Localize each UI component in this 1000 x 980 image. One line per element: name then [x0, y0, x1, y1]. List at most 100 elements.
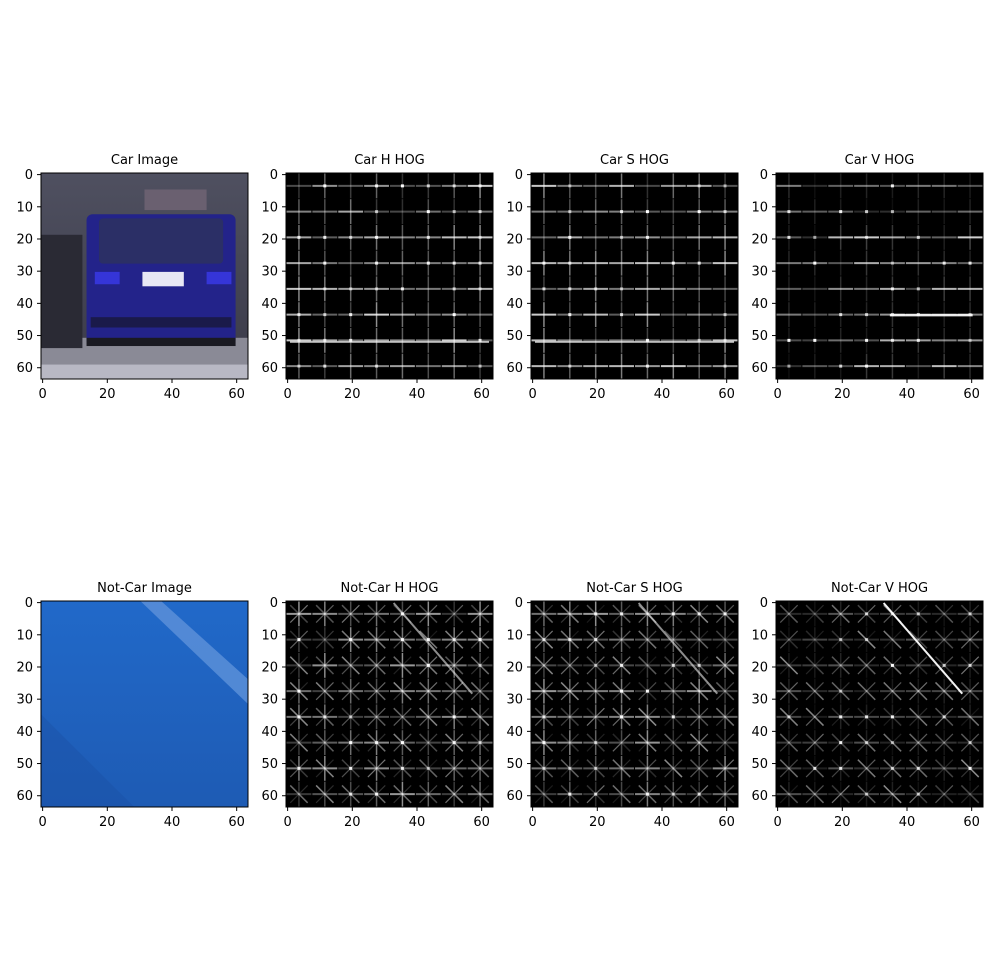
axes-frame — [285, 600, 494, 808]
y-tick-label: 0 — [270, 168, 278, 183]
y-tick-label: 50 — [261, 329, 278, 344]
subplot-notcar-image: Not-Car Image 0 20 40 60 0 10 20 30 40 50 60 — [16, 581, 249, 830]
y-tick-label: 50 — [261, 757, 278, 772]
y-tick-label: 50 — [16, 329, 33, 344]
y-tick-label: 60 — [16, 361, 33, 376]
y-tick-label: 10 — [261, 200, 278, 215]
y-tick-label: 10 — [751, 200, 768, 215]
y-tick-label: 60 — [751, 361, 768, 376]
x-tick-label: 0 — [773, 387, 781, 402]
subplot-notcar-h-hog: Not-Car H HOG 0 20 40 60 0 10 20 30 40 50 60 — [261, 581, 494, 830]
y-tick-label: 10 — [506, 200, 523, 215]
y-tick-label: 30 — [16, 265, 33, 280]
y-tick-label: 60 — [506, 789, 523, 804]
x-tick-label: 20 — [834, 387, 851, 402]
y-tick-label: 60 — [751, 789, 768, 804]
y-tick-label: 20 — [261, 232, 278, 247]
x-tick-label: 20 — [589, 387, 606, 402]
axes-frame — [775, 172, 984, 380]
y-tick-label: 50 — [506, 329, 523, 344]
notcar-image-heatmap — [41, 601, 248, 807]
x-tick-label: 20 — [99, 387, 116, 402]
y-tick-label: 20 — [506, 232, 523, 247]
car-s-hog-heatmap — [531, 173, 738, 379]
axes-frame — [530, 172, 739, 380]
y-tick-label: 30 — [506, 265, 523, 280]
y-tick-label: 0 — [760, 168, 768, 183]
y-tick-label: 0 — [515, 168, 523, 183]
subplot-car-s-hog: Car S HOG 0 20 40 60 0 10 20 30 40 50 60 — [506, 153, 739, 402]
y-tick-label: 0 — [25, 596, 33, 611]
subplot-title: Car V HOG — [845, 153, 915, 168]
subplot-title: Not-Car V HOG — [831, 581, 928, 596]
y-tick-label: 0 — [760, 596, 768, 611]
x-tick-label: 40 — [409, 815, 426, 830]
x-tick-label: 60 — [963, 387, 980, 402]
x-tick-label: 0 — [283, 387, 291, 402]
y-tick-label: 50 — [751, 757, 768, 772]
y-tick-label: 40 — [261, 725, 278, 740]
subplot-title: Car H HOG — [354, 153, 425, 168]
y-tick-label: 30 — [751, 693, 768, 708]
x-tick-label: 60 — [228, 815, 245, 830]
notcar-h-hog-heatmap — [286, 601, 493, 807]
x-tick-label: 60 — [963, 815, 980, 830]
y-tick-label: 20 — [261, 660, 278, 675]
axes-frame — [40, 600, 249, 808]
x-tick-label: 60 — [228, 387, 245, 402]
y-tick-label: 20 — [16, 232, 33, 247]
y-tick-label: 30 — [751, 265, 768, 280]
y-tick-label: 40 — [16, 297, 33, 312]
axes-frame — [530, 600, 739, 808]
x-tick-label: 0 — [773, 815, 781, 830]
y-tick-label: 40 — [506, 725, 523, 740]
x-tick-label: 40 — [164, 387, 181, 402]
x-tick-label: 20 — [344, 387, 361, 402]
x-tick-label: 20 — [834, 815, 851, 830]
y-tick-label: 10 — [16, 628, 33, 643]
y-tick-label: 30 — [261, 693, 278, 708]
subplot-title: Not-Car H HOG — [341, 581, 439, 596]
y-tick-label: 0 — [515, 596, 523, 611]
subplot-title: Not-Car S HOG — [586, 581, 682, 596]
y-tick-label: 30 — [506, 693, 523, 708]
subplot-car-image: Car Image 0 20 40 60 0 10 20 30 40 50 60 — [16, 153, 249, 402]
axes-frame — [40, 172, 249, 380]
x-tick-label: 0 — [38, 387, 46, 402]
x-tick-label: 60 — [718, 815, 735, 830]
x-tick-label: 40 — [899, 815, 916, 830]
y-tick-label: 40 — [751, 725, 768, 740]
axes-frame — [775, 600, 984, 808]
car-v-hog-heatmap — [776, 173, 983, 379]
x-tick-label: 0 — [528, 815, 536, 830]
y-tick-label: 0 — [25, 168, 33, 183]
y-tick-label: 60 — [506, 361, 523, 376]
y-tick-label: 40 — [261, 297, 278, 312]
y-tick-label: 10 — [506, 628, 523, 643]
y-tick-label: 60 — [261, 789, 278, 804]
y-tick-label: 30 — [16, 693, 33, 708]
x-tick-label: 20 — [99, 815, 116, 830]
y-tick-label: 60 — [261, 361, 278, 376]
x-tick-label: 40 — [899, 387, 916, 402]
axes-frame — [285, 172, 494, 380]
x-tick-label: 40 — [164, 815, 181, 830]
subplot-notcar-s-hog: Not-Car S HOG 0 20 40 60 0 10 20 30 40 50 60 — [506, 581, 739, 830]
y-tick-label: 10 — [261, 628, 278, 643]
y-tick-label: 40 — [506, 297, 523, 312]
x-tick-label: 0 — [38, 815, 46, 830]
y-tick-label: 40 — [16, 725, 33, 740]
subplot-title: Car S HOG — [600, 153, 669, 168]
y-tick-label: 10 — [751, 628, 768, 643]
x-tick-label: 60 — [473, 815, 490, 830]
y-tick-label: 60 — [16, 789, 33, 804]
x-tick-label: 60 — [718, 387, 735, 402]
y-tick-label: 20 — [16, 660, 33, 675]
y-tick-label: 20 — [506, 660, 523, 675]
subplot-notcar-v-hog: Not-Car V HOG 0 20 40 60 0 10 20 30 40 50 60 — [751, 581, 984, 830]
subplot-title: Car Image — [111, 153, 178, 168]
y-tick-label: 30 — [261, 265, 278, 280]
y-tick-label: 20 — [751, 232, 768, 247]
x-tick-label: 20 — [589, 815, 606, 830]
